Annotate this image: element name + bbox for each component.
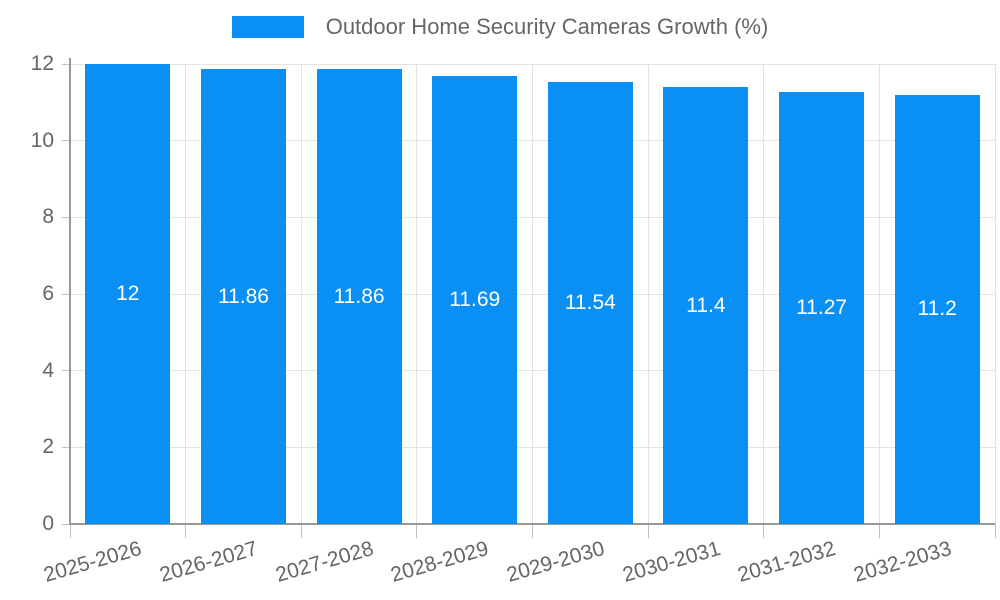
bar-value-label: 11.69 [449, 287, 501, 311]
bar-2031-2032: 11.27 [779, 91, 865, 524]
legend-item[interactable]: Outdoor Home Security Cameras Growth (%) [231, 14, 769, 40]
x-axis-tick [647, 524, 649, 538]
x-gridline [300, 64, 302, 524]
chart-legend: Outdoor Home Security Cameras Growth (%) [0, 14, 1000, 40]
bar-value-label: 11.86 [333, 284, 385, 308]
bar-2027-2028: 11.86 [316, 69, 402, 524]
legend-label: Outdoor Home Security Cameras Growth (%) [325, 14, 769, 39]
y-axis-tick [62, 140, 70, 142]
legend-swatch-icon [231, 16, 304, 38]
bar-value-label: 11.2 [917, 297, 957, 321]
x-axis-tick [416, 524, 418, 538]
x-axis-label: 2030-2031 [619, 536, 723, 587]
bar-2028-2029: 11.69 [432, 75, 518, 524]
y-axis-label: 4 [42, 358, 54, 382]
y-axis-label: 2 [42, 435, 54, 459]
bar-value-label: 11.4 [686, 293, 726, 317]
y-axis-label: 8 [42, 205, 54, 229]
y-axis-label: 12 [30, 52, 54, 75]
bar-2025-2026: 12 [85, 64, 171, 524]
bar-value-label: 12 [116, 282, 140, 305]
bar-value-label: 11.54 [564, 290, 616, 314]
y-axis-label: 6 [42, 282, 54, 305]
x-axis-tick [994, 524, 996, 538]
x-axis-tick [763, 524, 765, 538]
y-axis-tick [62, 370, 70, 372]
y-axis-tick [62, 216, 70, 218]
bar-2032-2033: 11.2 [894, 94, 980, 524]
x-gridline [994, 64, 996, 524]
y-axis-tick [62, 293, 70, 295]
x-gridline [416, 64, 418, 524]
bar-2029-2030: 11.54 [547, 81, 633, 524]
y-axis-tick [62, 63, 70, 65]
x-axis-label: 2026-2027 [157, 536, 261, 587]
bar-2030-2031: 11.4 [663, 87, 749, 524]
y-axis-label: 10 [30, 128, 54, 152]
x-axis-tick [878, 524, 880, 538]
bar-2026-2027: 11.86 [200, 69, 286, 524]
x-axis-label: 2028-2029 [388, 536, 492, 587]
y-axis-label: 0 [42, 512, 54, 535]
x-axis-label: 2031-2032 [735, 536, 839, 587]
x-gridline [878, 64, 880, 524]
y-axis-line [69, 58, 71, 524]
x-gridline [185, 64, 187, 524]
x-gridline [532, 64, 533, 524]
x-axis-label: 2025-2026 [41, 536, 145, 587]
bar-value-label: 11.86 [217, 284, 269, 308]
x-axis-line [69, 523, 995, 525]
x-axis-tick [300, 524, 302, 538]
x-axis-label: 2027-2028 [272, 536, 376, 587]
bar-value-label: 11.27 [796, 295, 848, 319]
x-axis-label: 2029-2030 [504, 536, 607, 587]
x-axis-tick [69, 524, 71, 538]
x-axis-tick [532, 524, 533, 538]
x-gridline [763, 64, 765, 524]
x-axis-tick [185, 524, 187, 538]
y-axis-tick [62, 446, 70, 448]
x-gridline [647, 64, 649, 524]
y-axis-tick [62, 523, 70, 525]
x-axis-label: 2032-2033 [850, 536, 954, 587]
